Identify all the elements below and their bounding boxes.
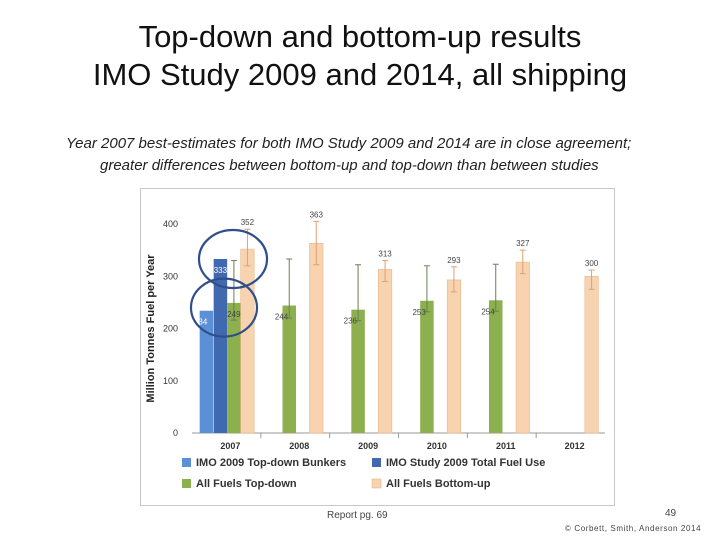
x-tick-label: 2010	[427, 441, 447, 451]
bar	[199, 310, 214, 433]
bar	[420, 300, 434, 433]
slide-title: Top-down and bottom-up results IMO Study…	[0, 18, 720, 94]
fuel-chart: 0 100 200 300 400 Million Tonnes Fuel per Yea…	[140, 188, 615, 506]
data-label: 249	[227, 310, 241, 319]
data-label: 293	[447, 256, 461, 265]
title-line-1: Top-down and bottom-up results	[138, 19, 582, 54]
bar	[282, 305, 296, 433]
bar	[489, 300, 503, 433]
x-tick-label: 2007	[220, 441, 240, 451]
x-tick-label: 2008	[289, 441, 309, 451]
slide-subtitle: Year 2007 best-estimates for both IMO St…	[40, 133, 700, 177]
legend-swatch	[371, 478, 382, 489]
bar	[378, 269, 393, 434]
data-label: 234	[194, 318, 208, 327]
legend-swatch	[372, 458, 381, 467]
subtitle-line-1: Year 2007 best-estimates for both IMO St…	[66, 135, 632, 152]
page-number: 49	[665, 508, 677, 519]
y-tick-label: 200	[163, 324, 178, 334]
data-label: 333	[214, 266, 228, 275]
bar	[309, 243, 324, 434]
data-label: 352	[241, 218, 255, 227]
bar	[227, 302, 241, 433]
bar	[351, 309, 365, 433]
data-label: 253	[412, 308, 426, 317]
legend-swatch	[182, 458, 191, 467]
y-tick-label: 0	[173, 428, 178, 438]
annotation-ellipse-bottom-up	[197, 228, 269, 290]
title-line-2: IMO Study 2009 and 2014, all shipping	[92, 57, 628, 92]
data-label: 236	[344, 317, 358, 326]
legend-label: All Fuels Top-down	[196, 478, 297, 490]
bar	[515, 261, 530, 434]
x-tick-label: 2009	[358, 441, 378, 451]
data-label: 300	[585, 259, 599, 268]
data-label: 363	[310, 210, 324, 219]
data-label: 254	[481, 307, 495, 316]
bar	[446, 279, 461, 434]
legend-label: IMO 2009 Top-down Bunkers	[196, 457, 346, 469]
y-tick-label: 300	[163, 271, 178, 281]
copyright-note: © Corbett, Smith, Anderson 2014	[565, 524, 702, 533]
report-caption: Report pg. 69	[327, 510, 388, 521]
data-label: 244	[275, 313, 289, 322]
legend-swatch	[182, 479, 191, 488]
x-tick-label: 2011	[496, 441, 516, 451]
data-label: 327	[516, 239, 530, 248]
bar	[213, 259, 228, 433]
subtitle-line-2: greater differences between bottom-up an…	[100, 157, 599, 174]
legend-label: All Fuels Bottom-up	[386, 478, 491, 490]
legend-label: IMO Study 2009 Total Fuel Use	[386, 457, 545, 469]
y-axis-title: Million Tonnes Fuel per Year	[145, 254, 157, 403]
annotation-ellipse-top-down	[189, 277, 259, 338]
y-tick-label: 100	[163, 376, 178, 386]
y-tick-label: 400	[163, 219, 178, 229]
bar	[584, 275, 599, 434]
x-tick-label: 2012	[565, 441, 585, 451]
bar	[240, 248, 255, 434]
data-label: 313	[378, 250, 392, 259]
